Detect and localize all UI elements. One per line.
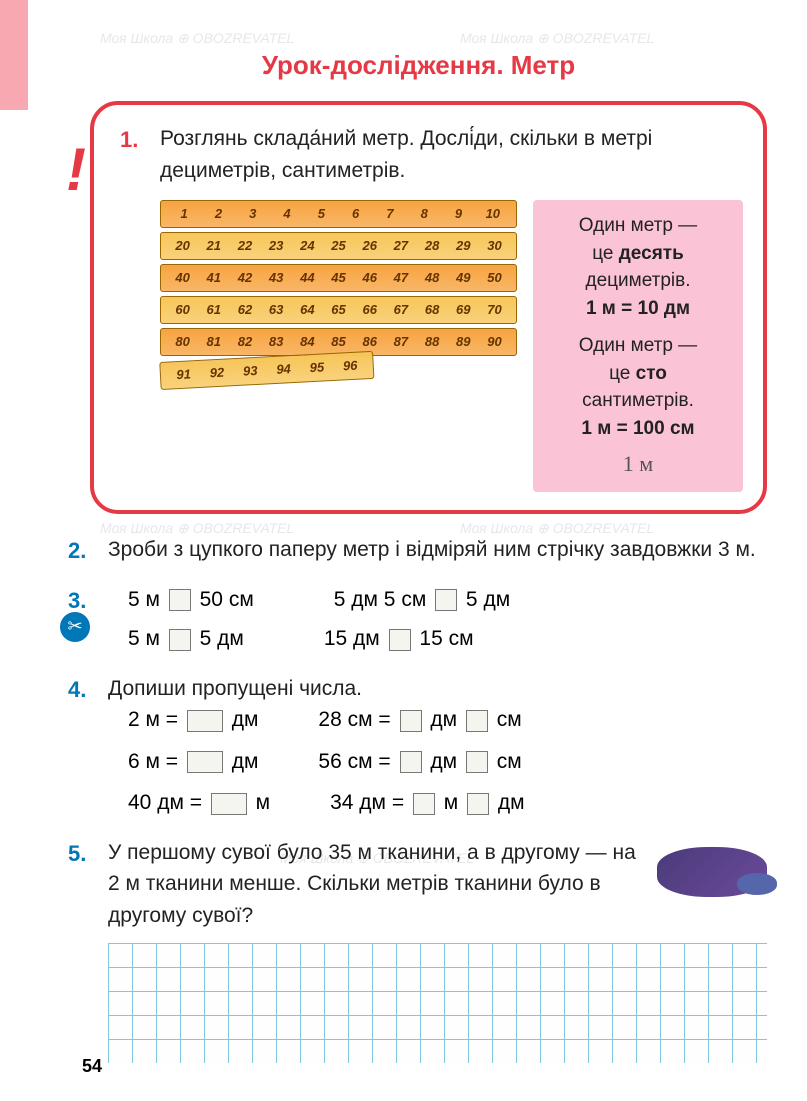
compare-cell: 5 м 50 см [128, 584, 254, 616]
compare-cell: 15 дм 15 см [324, 623, 474, 655]
task1-number: 1. [120, 123, 138, 156]
task1-box: ! 1. Розглянь склада́ний метр. Дослі́ди,… [90, 101, 767, 514]
task2-number: 2. [68, 534, 86, 567]
info-line: Один метр — [547, 212, 729, 240]
fill-cell: 2 м = дм [128, 704, 258, 736]
task5-number: 5. [68, 837, 86, 870]
folding-ruler: 1234567891020212223242526272829304041424… [160, 200, 517, 394]
info-line: сантиметрів. [547, 387, 729, 415]
answer-grid [108, 943, 767, 1063]
task2: 2. Зроби з цупкого паперу метр і відміря… [70, 534, 767, 566]
watermark: Моя Школа ⊕ OBOZREVATEL [460, 30, 654, 47]
fill-cell: 34 дм = м дм [330, 787, 524, 819]
fill-cell: 56 см = дм см [318, 746, 521, 778]
info-line: Один метр — [547, 332, 729, 360]
info-equation: 1 м = 100 см [547, 415, 729, 443]
handwritten-note: 1 м [547, 448, 729, 480]
fill-cell: 6 м = дм [128, 746, 258, 778]
lesson-title: Урок-дослідження. Метр [70, 50, 767, 81]
fabric-roll-image [657, 847, 767, 897]
info-line: це сто [547, 360, 729, 388]
task2-text: Зроби з цупкого паперу метр і відміряй н… [108, 534, 767, 566]
fill-cell: 28 см = дм см [318, 704, 521, 736]
task5: 5. У першому сувої було 35 м тканини, а … [70, 837, 767, 1064]
exclaim-icon: ! [66, 135, 86, 204]
fill-cell: 40 дм = м [128, 787, 270, 819]
task5-text: У першому сувої було 35 м тканини, а в д… [108, 837, 645, 932]
task4: 4. Допиши пропущені числа. 2 м = дм 28 см… [70, 673, 767, 819]
page-number: 54 [82, 1056, 102, 1077]
info-equation: 1 м = 10 дм [547, 295, 729, 323]
task4-text: Допиши пропущені числа. [108, 673, 767, 705]
task1-text: Розглянь склада́ний метр. Дослі́ди, скіл… [160, 123, 743, 186]
info-box: Один метр — це десять дециметрів. 1 м = … [533, 200, 743, 492]
task3: 3. ✂ 5 м 50 см 5 дм 5 см 5 дм 5 м 5 дм 1… [70, 584, 767, 655]
info-line: дециметрів. [547, 267, 729, 295]
info-line: це десять [547, 240, 729, 268]
scissors-icon: ✂ [60, 612, 90, 642]
watermark: Моя Школа ⊕ OBOZREVATEL [100, 30, 294, 47]
task4-number: 4. [68, 673, 86, 706]
compare-cell: 5 м 5 дм [128, 623, 244, 655]
compare-cell: 5 дм 5 см 5 дм [334, 584, 510, 616]
textbook-page: Моя Школа ⊕ OBOZREVATEL Моя Школа ⊕ OBOZ… [0, 0, 807, 1101]
